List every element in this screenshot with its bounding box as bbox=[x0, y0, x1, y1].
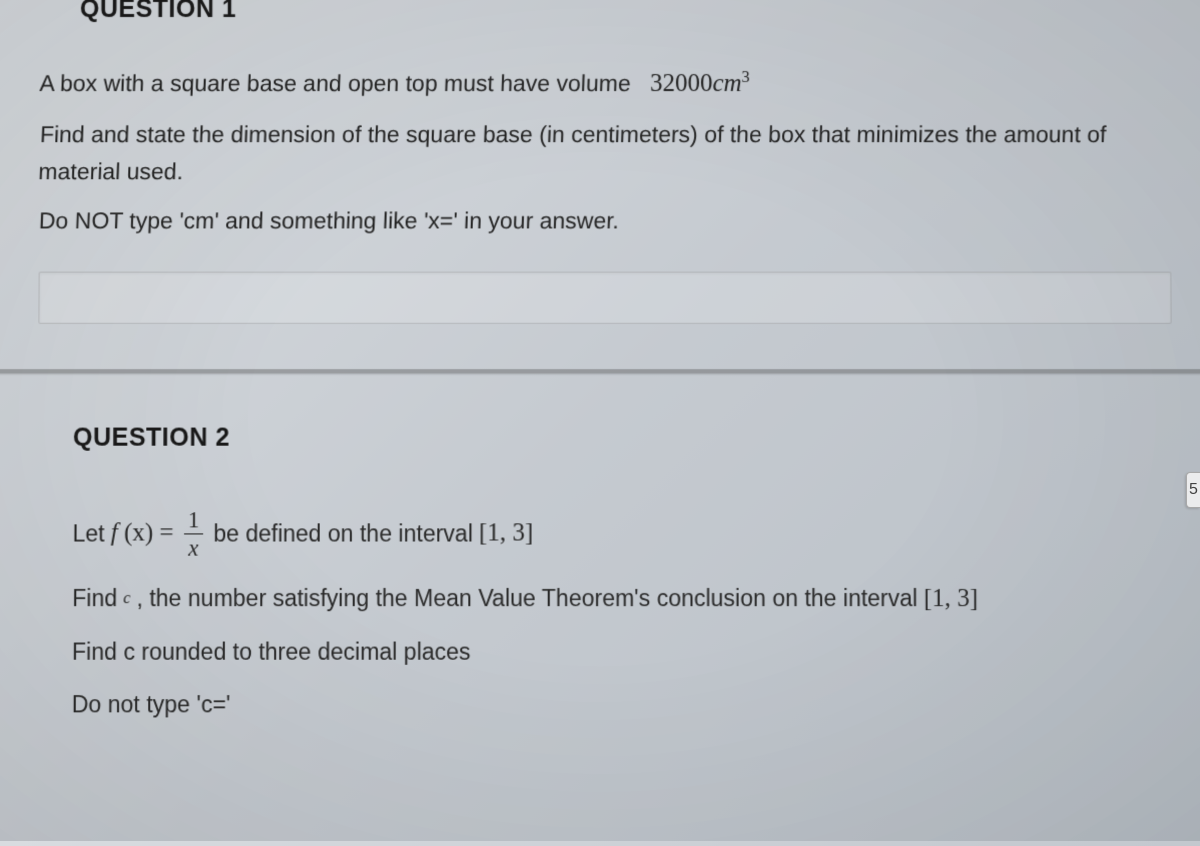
q1-line2: Find and state the dimension of the squa… bbox=[38, 116, 1172, 190]
q2-fraction: 1 x bbox=[184, 508, 204, 559]
question-1-header: QUESTION 1 bbox=[80, 0, 1170, 24]
q2-find-line: Find c , the number satisfying the Mean … bbox=[72, 585, 1173, 613]
q2-mvt-text: , the number satisfying the Mean Value T… bbox=[136, 585, 917, 612]
q2-interval2: [1, 3] bbox=[924, 585, 979, 613]
q2-dont-type: Do not type 'c=' bbox=[72, 691, 1174, 718]
question-1-body: A box with a square base and open top mu… bbox=[39, 64, 1172, 251]
answer-input-q1[interactable] bbox=[38, 271, 1171, 323]
q2-find: Find bbox=[72, 585, 117, 612]
q2-rounded-line: Find c rounded to three decimal places bbox=[72, 638, 1173, 665]
q2-c-sub: c bbox=[123, 590, 130, 608]
q1-line3: Do NOT type 'cm' and something like 'x='… bbox=[38, 202, 619, 239]
question-2-header: QUESTION 2 bbox=[73, 423, 1172, 452]
q2-interval: [1, 3] bbox=[479, 520, 533, 548]
q2-defined: be defined on the interval bbox=[213, 520, 473, 547]
q2-let: Let bbox=[72, 520, 104, 547]
question-separator bbox=[0, 369, 1200, 373]
q2-definition-line: Let f (x) = 1 x be defined on the interv… bbox=[72, 508, 1172, 559]
points-badge: 5 bbox=[1186, 472, 1200, 508]
q1-line1-text: A box with a square base and open top mu… bbox=[39, 65, 632, 102]
q2-fx: f (x) = bbox=[111, 520, 174, 548]
q1-volume: 32000cm3 bbox=[650, 70, 750, 97]
